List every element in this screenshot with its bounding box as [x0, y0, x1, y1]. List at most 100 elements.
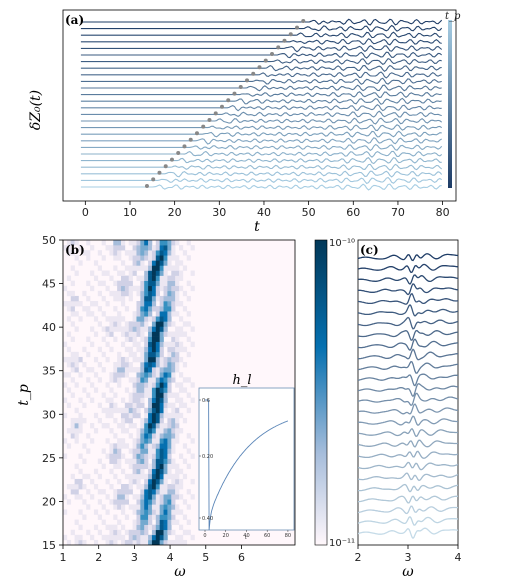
- heatmap-cell: [70, 240, 75, 246]
- heatmap-cell: [148, 387, 153, 393]
- heatmap-cell: [155, 392, 160, 398]
- heatmap-cell: [121, 341, 126, 348]
- heatmap-cell: [140, 519, 145, 525]
- heatmap-cell: [167, 524, 172, 531]
- heatmap-cell: [101, 280, 106, 287]
- heatmap-cell: [167, 489, 172, 495]
- heatmap-cell: [148, 489, 153, 495]
- inset-ytick-label: 0.40: [202, 516, 213, 522]
- heatmap-cell: [155, 362, 160, 368]
- heatmap-cell: [140, 311, 145, 317]
- heatmap-cell: [144, 280, 149, 287]
- heatmap-cell: [144, 519, 149, 525]
- heatmap-cell: [136, 407, 141, 414]
- heatmap-cell: [144, 438, 149, 444]
- heatmap-cell: [179, 397, 184, 403]
- heatmap-cell: [175, 382, 180, 388]
- heatmap-cell: [140, 280, 145, 287]
- heatmap-cell: [86, 295, 91, 302]
- heatmap-cell: [74, 484, 79, 490]
- heatmap-cell: [179, 468, 184, 475]
- heatmap-cell: [144, 443, 149, 449]
- heatmap-cell: [97, 306, 102, 312]
- heatmap-cell: [167, 514, 172, 520]
- heatmap-cell: [117, 326, 122, 332]
- heatmap-cell: [175, 255, 180, 261]
- heatmap-cell: [132, 509, 137, 515]
- heatmap-cell: [132, 255, 137, 261]
- heatmap-cell: [179, 509, 184, 515]
- heatmap-cell: [136, 473, 141, 480]
- heatmap-cell: [70, 336, 75, 342]
- heatmap-cell: [140, 423, 145, 429]
- heatmap-cell: [159, 326, 164, 332]
- heatmap-cell: [74, 494, 79, 500]
- heatmap-cell: [63, 245, 68, 251]
- heatmap-cell: [140, 438, 145, 444]
- heatmap-cell: [128, 473, 133, 480]
- heatmap-cell: [182, 265, 188, 271]
- heatmap-cell: [151, 494, 157, 500]
- heatmap-cell: [151, 245, 157, 251]
- heatmap-cell: [171, 473, 176, 480]
- heatmap-cell: [109, 377, 114, 383]
- heatmap-cell: [155, 336, 160, 342]
- heatmap-cell: [163, 509, 168, 515]
- heatmap-cell: [136, 514, 141, 520]
- heatmap-cell: [155, 458, 160, 464]
- heatmap-cell: [117, 438, 122, 444]
- heatmap-cell: [86, 255, 91, 261]
- heatmap-cell: [148, 301, 153, 307]
- heatmap-cell: [140, 290, 145, 297]
- heatmap-cell: [182, 321, 188, 327]
- heatmap-cell: [190, 245, 195, 251]
- heatmap-cell: [70, 280, 75, 287]
- heatmap-cell: [151, 362, 157, 368]
- heatmap-cell: [163, 311, 168, 317]
- heatmap-cell: [140, 494, 145, 500]
- heatmap-cell: [121, 504, 126, 510]
- heatmap-cell: [113, 534, 118, 541]
- heatmap-cell: [167, 265, 172, 271]
- heatmap-cell: [167, 423, 172, 429]
- panel-a-series-line: [80, 71, 442, 79]
- heatmap-cell: [148, 356, 153, 363]
- heatmap-cell: [163, 301, 168, 307]
- heatmap-cell: [182, 306, 188, 312]
- heatmap-cell: [70, 417, 75, 424]
- heatmap-cell: [155, 504, 160, 510]
- heatmap-cell: [124, 356, 130, 363]
- heatmap-cell: [167, 499, 172, 505]
- heatmap-cell: [167, 392, 172, 398]
- heatmap-cell: [155, 468, 160, 475]
- heatmap-cell: [159, 295, 164, 302]
- heatmap-cell: [163, 382, 168, 388]
- heatmap-cell: [70, 295, 75, 302]
- heatmap-cell: [74, 489, 79, 495]
- heatmap-cell: [93, 372, 99, 378]
- heatmap-cell: [151, 412, 157, 419]
- heatmap-cell: [163, 372, 168, 378]
- panel-c-xlabel: ω: [402, 564, 414, 580]
- heatmap-cell: [163, 402, 168, 409]
- heatmap-cell: [171, 504, 176, 510]
- heatmap-cell: [136, 346, 141, 353]
- heatmap-cell: [163, 362, 168, 368]
- heatmap-cell: [66, 443, 72, 449]
- heatmap-cell: [159, 346, 164, 353]
- heatmap-cell: [148, 270, 153, 276]
- heatmap-cell: [163, 367, 168, 373]
- heatmap-cell: [121, 301, 126, 307]
- heatmap-cell: [132, 367, 137, 373]
- heatmap-cell: [159, 351, 164, 358]
- heatmap-cell: [186, 311, 191, 317]
- heatmap-cell: [136, 356, 141, 363]
- heatmap-cell: [101, 519, 106, 525]
- heatmap-cell: [144, 372, 149, 378]
- heatmap-cell: [190, 534, 195, 541]
- heatmap-cell: [78, 468, 83, 475]
- heatmap-cell: [109, 402, 114, 409]
- heatmap-cell: [74, 417, 79, 424]
- heatmap-cell: [140, 524, 145, 531]
- heatmap-cell: [155, 351, 160, 358]
